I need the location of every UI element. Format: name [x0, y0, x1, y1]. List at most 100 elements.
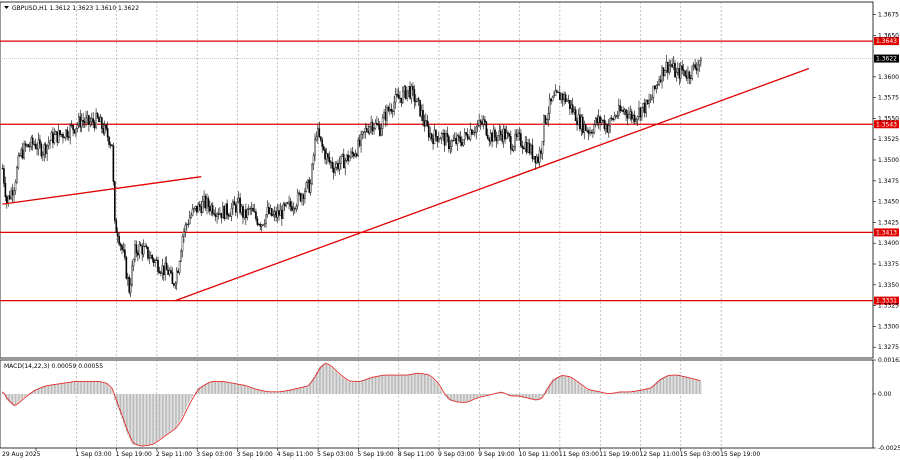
candle-body	[76, 124, 79, 129]
candle-body	[296, 192, 299, 207]
candle-body	[350, 151, 352, 158]
candle-body	[299, 193, 302, 202]
candle-body	[317, 128, 319, 138]
candle-body	[305, 182, 308, 192]
candle-body	[194, 205, 197, 209]
candle-body	[332, 167, 335, 173]
candle-body	[413, 89, 416, 102]
candle-body	[325, 153, 328, 160]
level-price-tag	[874, 296, 899, 305]
candle-body	[203, 196, 205, 202]
candle-body	[474, 132, 476, 134]
candle-body	[302, 194, 305, 199]
candle-body	[108, 136, 110, 145]
level-price-label: 1.3643	[876, 38, 897, 45]
candle-body	[69, 125, 71, 138]
candle-body	[499, 130, 502, 136]
candle-body	[204, 196, 207, 209]
candle-body	[692, 64, 695, 67]
candle-body	[344, 160, 347, 169]
candle-body	[488, 138, 491, 142]
candle-body	[148, 257, 151, 259]
candle-body	[126, 277, 129, 279]
candle-body	[4, 183, 7, 198]
candle-body	[43, 144, 46, 155]
candle-body	[643, 102, 646, 114]
candle-body	[632, 115, 635, 120]
candle-body	[193, 207, 195, 210]
candle-body	[142, 246, 145, 255]
candle-body	[291, 206, 293, 211]
candle-body	[281, 209, 283, 219]
level-price-label: 1.3413	[876, 229, 897, 236]
candle-body	[620, 109, 623, 112]
candle-body	[213, 213, 215, 215]
candle-body	[59, 130, 61, 135]
candle-body	[298, 192, 300, 194]
candle-body	[60, 134, 63, 136]
candle-body	[288, 201, 290, 204]
candle-body	[33, 143, 35, 145]
candle-body	[79, 116, 82, 128]
candle-body	[121, 245, 123, 250]
candle-body	[88, 115, 90, 125]
candle-body	[96, 113, 99, 118]
candle-body	[610, 118, 613, 120]
candle-body	[111, 144, 113, 147]
candle-body	[586, 130, 588, 132]
candle-body	[306, 179, 309, 183]
y-tick-label: 1.3575	[878, 95, 899, 102]
candle-body	[243, 209, 246, 218]
candle-body	[196, 205, 198, 213]
candle-body	[396, 93, 398, 96]
candle-body	[308, 179, 311, 193]
candle-body	[629, 111, 632, 115]
candle-body	[694, 64, 696, 69]
candle-body	[319, 136, 322, 140]
x-tick-label: 10 Sep 11:00	[519, 451, 559, 458]
candle-body	[654, 85, 656, 90]
x-tick-label: 3 Sep 03:00	[196, 451, 232, 458]
candle-body	[90, 118, 93, 123]
candle-body	[353, 153, 355, 157]
candle-body	[67, 136, 70, 138]
candle-body	[124, 249, 126, 258]
macd-signal-line	[2, 363, 702, 447]
candle-body	[486, 134, 489, 139]
y-tick-label: 1.3375	[878, 261, 899, 268]
price-axis: 1.3675 1.3650 1.3600 1.3575 1.3550 1.3525 1.35…	[873, 11, 899, 351]
candle-body	[155, 259, 158, 261]
candle-body	[318, 128, 321, 137]
candle-body	[282, 203, 285, 219]
candle-body	[527, 142, 529, 153]
candle-body	[587, 130, 590, 134]
candle-body	[177, 270, 179, 273]
candle-body	[73, 129, 76, 134]
candle-body	[462, 139, 465, 146]
candle-body	[135, 244, 138, 254]
candle-body	[406, 90, 408, 99]
candle-body	[684, 70, 686, 76]
candle-body	[635, 118, 637, 122]
candle-body	[551, 96, 554, 102]
candle-body	[425, 120, 427, 127]
candle-body	[417, 98, 420, 101]
x-tick-label: 1 Sep 19:00	[116, 451, 152, 458]
candle-body	[103, 124, 106, 134]
candle-body	[222, 206, 224, 219]
candle-body	[548, 98, 551, 114]
candle-body	[440, 133, 443, 139]
candle-body	[664, 70, 666, 77]
collapse-triangle-icon[interactable]	[4, 6, 9, 9]
candle-body	[145, 245, 148, 248]
candle-body	[613, 115, 616, 120]
candle-body	[697, 64, 699, 71]
candle-body	[616, 114, 619, 117]
candle-body	[234, 204, 237, 213]
candle-body	[455, 138, 457, 144]
candle-body	[468, 138, 470, 140]
x-tick-label: 9 Sep 03:00	[438, 451, 474, 458]
y-tick-label: 1.3425	[878, 219, 899, 226]
candle-body	[268, 207, 270, 214]
